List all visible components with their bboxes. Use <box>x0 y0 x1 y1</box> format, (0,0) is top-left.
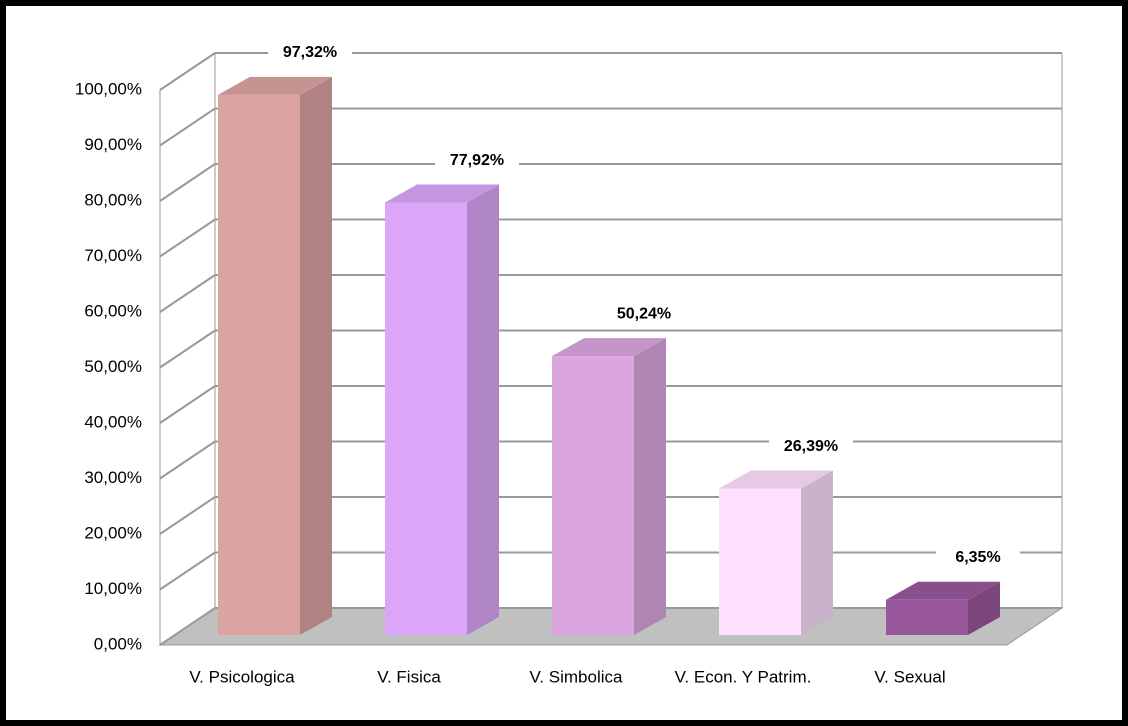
bar-side <box>467 184 499 635</box>
value-label: 50,24% <box>617 305 671 322</box>
value-label-bg <box>769 434 853 459</box>
bar-side <box>300 76 332 635</box>
grid-line <box>159 551 216 591</box>
y-tick-label: 50,00% <box>84 357 142 376</box>
y-tick-label: 10,00% <box>84 579 142 598</box>
bar-top <box>552 338 666 357</box>
grid-line <box>159 274 216 313</box>
bar <box>719 488 801 635</box>
value-label-bg <box>936 545 1020 570</box>
value-label-bg <box>268 40 352 65</box>
y-tick-label: 40,00% <box>84 412 142 431</box>
bar <box>385 202 467 635</box>
bar-top <box>218 76 332 95</box>
grid-line <box>159 218 216 258</box>
bar <box>552 356 634 635</box>
x-tick-label: V. Sexual <box>874 667 945 686</box>
grid-line <box>159 52 216 91</box>
value-label: 97,32% <box>283 44 337 61</box>
y-tick-label: 100,00% <box>75 79 142 98</box>
y-tick-label: 0,00% <box>94 634 142 653</box>
bar <box>886 599 968 635</box>
grid-line <box>159 496 216 535</box>
value-label-bg <box>435 148 519 173</box>
value-label: 77,92% <box>450 152 504 169</box>
x-tick-label: V. Simbolica <box>530 667 623 686</box>
y-tick-label: 70,00% <box>84 246 142 265</box>
bar-side <box>634 338 666 635</box>
x-tick-label: V. Fisica <box>377 667 441 686</box>
x-tick-label: V. Psicologica <box>189 667 295 686</box>
y-tick-label: 80,00% <box>84 190 142 209</box>
value-label-bg <box>602 302 686 327</box>
bar-top <box>385 184 499 203</box>
grid-line <box>159 329 216 369</box>
value-label: 26,39% <box>784 438 838 455</box>
bar <box>218 94 300 635</box>
bar-side <box>968 581 1000 635</box>
y-tick-label: 30,00% <box>84 468 142 487</box>
value-label: 6,35% <box>955 549 1000 566</box>
bar-top <box>886 581 1000 600</box>
grid-line <box>159 440 216 480</box>
y-tick-label: 90,00% <box>84 135 142 154</box>
y-tick-label: 60,00% <box>84 301 142 320</box>
grid-line <box>159 107 216 147</box>
grid-line <box>159 163 216 202</box>
bar-side <box>801 470 833 635</box>
x-tick-label: V. Econ. Y Patrim. <box>675 667 812 686</box>
grid-line <box>159 607 216 646</box>
bar-top <box>719 470 833 489</box>
grid-line <box>159 385 216 424</box>
y-tick-label: 20,00% <box>84 523 142 542</box>
